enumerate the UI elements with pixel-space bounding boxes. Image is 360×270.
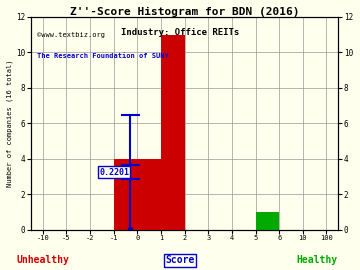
Text: Healthy: Healthy <box>296 255 337 265</box>
Y-axis label: Number of companies (16 total): Number of companies (16 total) <box>7 60 13 187</box>
Text: The Research Foundation of SUNY: The Research Foundation of SUNY <box>37 53 169 59</box>
Text: Unhealthy: Unhealthy <box>17 255 69 265</box>
Text: Score: Score <box>165 255 195 265</box>
Text: Industry: Office REITs: Industry: Office REITs <box>121 28 239 37</box>
Bar <box>161 35 185 230</box>
Bar <box>114 159 161 230</box>
Text: ©www.textbiz.org: ©www.textbiz.org <box>37 32 105 38</box>
Bar <box>256 212 279 230</box>
Text: 0.2201: 0.2201 <box>99 168 129 177</box>
Title: Z''-Score Histogram for BDN (2016): Z''-Score Histogram for BDN (2016) <box>70 7 300 17</box>
